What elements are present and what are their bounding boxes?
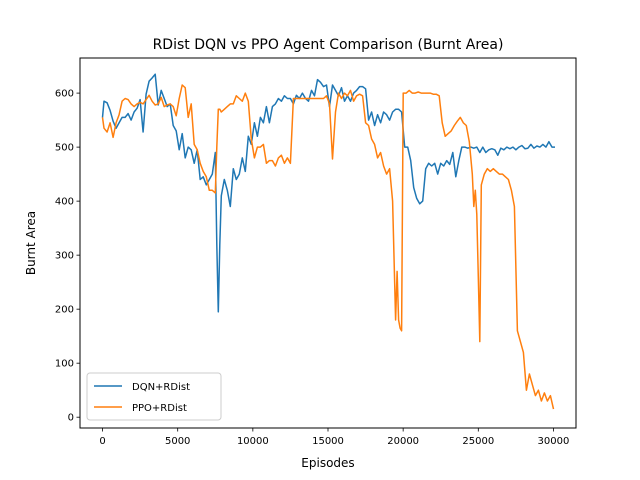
y-tick-label: 600 xyxy=(55,89,74,100)
chart-title: RDist DQN vs PPO Agent Comparison (Burnt… xyxy=(153,37,504,53)
x-tick-label: 15000 xyxy=(312,436,344,447)
series-line-1 xyxy=(101,73,555,313)
x-tick-label: 5000 xyxy=(165,436,190,447)
y-axis-label: Burnt Area xyxy=(24,211,38,275)
legend-box xyxy=(86,372,222,421)
series-layer xyxy=(101,73,555,410)
series-line-2 xyxy=(101,84,555,410)
y-tick-label: 100 xyxy=(55,359,74,370)
y-tick-label: 0 xyxy=(68,413,74,424)
plot-frame xyxy=(79,57,577,429)
x-tick-label: 30000 xyxy=(538,436,570,447)
y-tick-label: 500 xyxy=(55,143,74,154)
x-axis-ticks: 0 5000 10000 15000 20000 25000 30000 xyxy=(99,428,569,447)
y-axis-ticks: 0 100 200 300 400 500 600 xyxy=(55,89,80,424)
x-tick-label: 25000 xyxy=(462,436,494,447)
legend: DQN+RDist PPO+RDist xyxy=(86,372,222,421)
x-tick-label: 20000 xyxy=(387,436,419,447)
legend-label-1: DQN+RDist xyxy=(132,382,190,393)
legend-label-2: PPO+RDist xyxy=(132,403,187,414)
x-axis-label: Episodes xyxy=(301,456,354,470)
x-tick-label: 10000 xyxy=(237,436,269,447)
y-tick-label: 300 xyxy=(55,251,74,262)
y-tick-label: 400 xyxy=(55,197,74,208)
x-tick-label: 0 xyxy=(99,436,105,447)
y-tick-label: 200 xyxy=(55,305,74,316)
